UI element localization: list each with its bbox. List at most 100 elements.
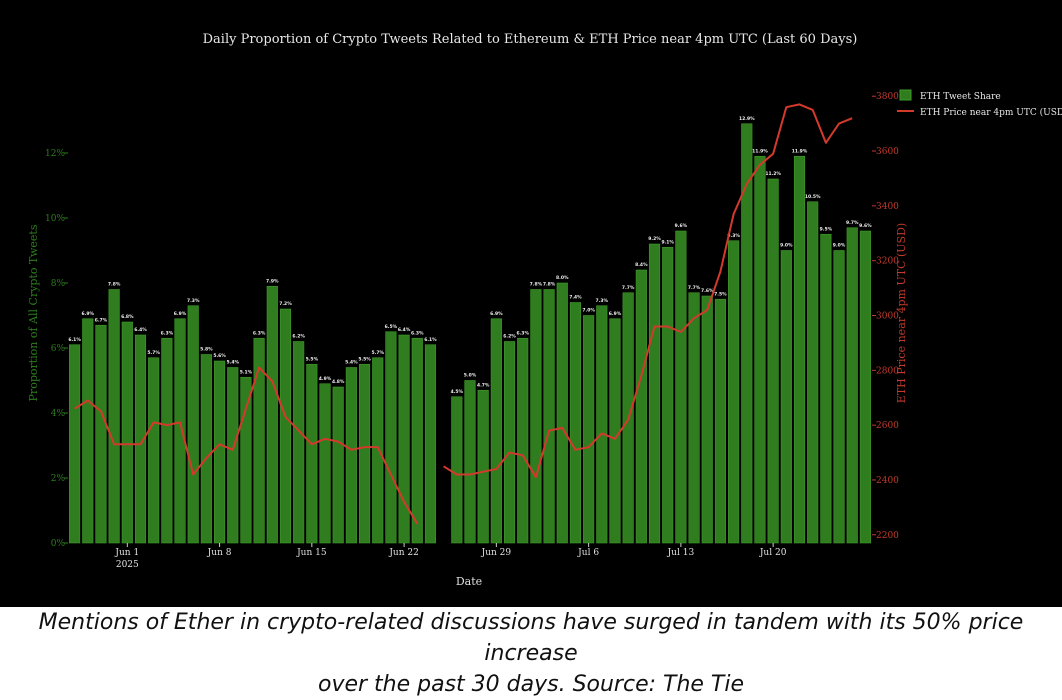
y-tick-label: 4% xyxy=(51,409,66,419)
bar xyxy=(504,342,515,544)
bar-value-label: 9.0% xyxy=(780,243,793,249)
bar xyxy=(491,319,502,543)
bar xyxy=(267,286,278,543)
caption: Mentions of Ether in crypto-related disc… xyxy=(0,607,1062,680)
y-axis-left: 0%2%4%6%8%10%12% xyxy=(45,149,68,549)
bar-value-label: 10.5% xyxy=(805,194,821,200)
bar-value-label: 7.0% xyxy=(582,308,595,314)
bar-value-label: 7.3% xyxy=(187,298,200,304)
bar-value-label: 7.5% xyxy=(714,291,727,297)
bar-value-label: 11.9% xyxy=(792,148,808,154)
bar-value-label: 6.4% xyxy=(134,327,147,333)
x-tick-label: Jul 13 xyxy=(667,548,695,558)
bar-value-label: 5.7% xyxy=(371,350,384,356)
bar xyxy=(96,325,107,543)
bar xyxy=(610,319,621,543)
bar-value-label: 7.8% xyxy=(543,282,556,288)
bar xyxy=(636,270,647,543)
bar xyxy=(188,306,199,543)
bar xyxy=(333,387,344,543)
bar-value-label: 5.1% xyxy=(240,369,253,375)
bar xyxy=(399,335,410,543)
y-axis-label-left: Proportion of All Crypto Tweets xyxy=(27,224,40,401)
bar xyxy=(227,368,238,544)
bar-value-label: 6.9% xyxy=(490,311,503,317)
y-tick-label: 0% xyxy=(51,539,66,549)
bar xyxy=(412,338,423,543)
bar xyxy=(662,247,673,543)
caption-line-1: Mentions of Ether in crypto-related disc… xyxy=(0,607,1062,669)
bar-value-label: 5.5% xyxy=(306,356,319,362)
y-tick-label: 8% xyxy=(51,279,66,289)
bar xyxy=(755,156,766,543)
bar xyxy=(201,355,212,544)
bar xyxy=(702,296,713,543)
bar-value-label: 6.3% xyxy=(253,330,266,336)
bar xyxy=(742,124,753,543)
x-tick-label: Jun 8 xyxy=(207,548,232,558)
bar-value-label: 5.6% xyxy=(213,353,226,359)
bar xyxy=(82,319,93,543)
bar xyxy=(583,316,594,544)
bar-value-label: 7.9% xyxy=(266,278,279,284)
bar-value-label: 6.2% xyxy=(503,334,516,340)
bar xyxy=(597,306,608,543)
bar-value-label: 8.4% xyxy=(635,262,648,268)
bar xyxy=(517,338,528,543)
bar xyxy=(280,309,291,543)
bar-value-label: 6.9% xyxy=(82,311,95,317)
bar xyxy=(452,397,463,543)
bar-value-label: 6.1% xyxy=(424,337,437,343)
bar-value-label: 6.3% xyxy=(516,330,529,336)
bar-value-label: 6.8% xyxy=(121,314,134,320)
bar-value-label: 6.3% xyxy=(161,330,174,336)
y-tick-label: 12% xyxy=(45,149,65,159)
bar-value-label: 9.0% xyxy=(833,243,846,249)
bar xyxy=(293,342,304,544)
bar xyxy=(728,241,739,543)
x-tick-label: Jul 6 xyxy=(577,548,599,558)
bar xyxy=(834,251,845,544)
y2-tick-label: 3800 xyxy=(876,92,899,102)
bar-value-label: 6.4% xyxy=(398,327,411,333)
bar-value-label: 7.8% xyxy=(530,282,543,288)
x-tick-sublabel: 2025 xyxy=(116,560,139,570)
bar xyxy=(307,364,318,543)
legend-label-tweet-share: ETH Tweet Share xyxy=(920,92,1001,102)
bar xyxy=(781,251,792,544)
bar xyxy=(570,303,581,544)
legend: ETH Tweet Share ETH Price near 4pm UTC (… xyxy=(897,90,1062,118)
bar xyxy=(794,156,805,543)
bar xyxy=(214,361,225,543)
y2-tick-label: 3400 xyxy=(876,202,899,212)
bar-value-label: 6.9% xyxy=(609,311,622,317)
x-tick-label: Jun 22 xyxy=(388,548,419,558)
bar xyxy=(148,358,159,543)
bar-value-label: 9.2% xyxy=(648,236,661,242)
bar-value-label: 11.9% xyxy=(752,148,768,154)
bar xyxy=(175,319,186,543)
bar-value-label: 8.0% xyxy=(556,275,569,281)
y-tick-label: 10% xyxy=(45,214,65,224)
bar-value-label: 9.1% xyxy=(661,239,674,245)
bar-value-label: 12.9% xyxy=(739,116,755,122)
x-axis-label: Date xyxy=(456,575,482,588)
chart-panel: Daily Proportion of Crypto Tweets Relate… xyxy=(0,0,1062,607)
bar xyxy=(359,364,370,543)
bar-value-label: 11.2% xyxy=(765,171,781,177)
y-axis-label-right: ETH Price near 4pm UTC (USD) xyxy=(895,223,908,403)
bar-value-label: 6.2% xyxy=(292,334,305,340)
bar-group xyxy=(69,124,870,543)
bar-value-label: 9.7% xyxy=(846,220,859,226)
bar xyxy=(544,290,555,544)
bar xyxy=(465,381,476,544)
bar xyxy=(847,228,858,543)
bar-value-label: 5.5% xyxy=(358,356,371,362)
bar-value-label: 7.3% xyxy=(596,298,609,304)
x-tick-label: Jun 15 xyxy=(296,548,327,558)
y2-tick-label: 2200 xyxy=(876,531,899,541)
y-tick-label: 2% xyxy=(51,474,66,484)
bar-value-label: 4.8% xyxy=(332,379,345,385)
bar-value-label: 4.9% xyxy=(319,376,332,382)
x-tick-label: Jul 20 xyxy=(759,548,787,558)
